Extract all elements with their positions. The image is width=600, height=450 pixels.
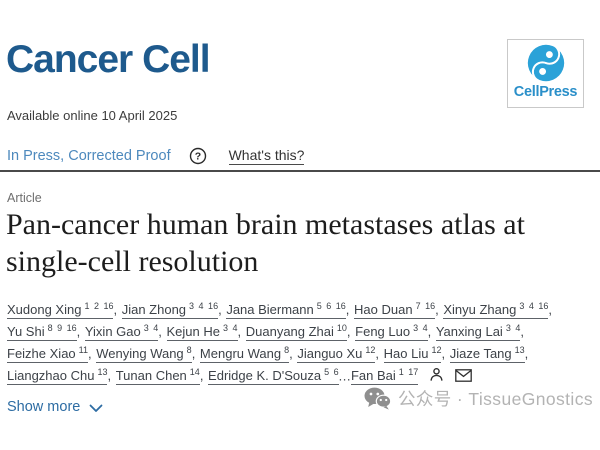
author-separator: ,: [107, 368, 115, 384]
author-link[interactable]: Jianguo Xu 12: [297, 345, 376, 364]
mail-icon[interactable]: [454, 369, 472, 383]
author-link[interactable]: Feizhe Xiao 11: [7, 345, 88, 364]
author-link[interactable]: Feng Luo 3 4: [355, 323, 428, 342]
svg-text:?: ?: [194, 151, 200, 163]
author-separator: ,: [441, 346, 449, 362]
author-separator: ,: [524, 346, 529, 362]
cellpress-swirl-icon: [525, 42, 566, 84]
divider: [0, 170, 600, 172]
author-separator: ,: [76, 324, 84, 340]
author-link[interactable]: Jiaze Tang 13: [449, 345, 525, 364]
author-separator: ,: [375, 346, 383, 362]
author-link[interactable]: Hao Duan 7 16: [354, 301, 436, 320]
whats-this-link[interactable]: What's this?: [228, 147, 305, 165]
author-link[interactable]: Duanyang Zhai 10: [245, 323, 347, 342]
author-link[interactable]: Jian Zhong 3 4 16: [121, 301, 219, 320]
author-separator: ,: [427, 324, 435, 340]
author-link[interactable]: Fan Bai 1 17: [350, 367, 419, 386]
article-title-line-2: single-cell resolution: [6, 245, 259, 278]
author-separator: ,: [345, 302, 354, 318]
author-separator: ,: [435, 302, 443, 318]
author-separator: ,: [191, 346, 199, 362]
status-bar: In Press, Corrected Proof ? What's this?: [7, 147, 305, 165]
article-title-line-1: Pan-cancer human brain metastases atlas …: [6, 208, 525, 241]
author-link[interactable]: Mengru Wang 8: [199, 345, 290, 364]
author-link[interactable]: Xinyu Zhang 3 4 16: [443, 301, 549, 320]
author-link[interactable]: Tunan Chen 14: [115, 367, 200, 386]
author-link[interactable]: Wenying Wang 8: [96, 345, 192, 364]
article-title: Pan-cancer human brain metastases atlas …: [6, 206, 525, 280]
author-line: Liangzhao Chu 13, Tunan Chen 14, Edridge K…: [7, 362, 597, 386]
author-list: Xudong Xing 1 2 16, Jian Zhong 3 4 16, Jan…: [7, 296, 597, 386]
author-separator: ,: [88, 346, 96, 362]
author-link[interactable]: Yixin Gao 3 4: [84, 323, 159, 342]
author-separator: ,: [218, 302, 226, 318]
author-line: Feizhe Xiao 11, Wenying Wang 8, Mengru Wan…: [7, 340, 597, 364]
article-type-label: Article: [7, 191, 42, 205]
author-link[interactable]: Liangzhao Chu 13: [7, 367, 108, 386]
cellpress-logo-text: CellPress: [513, 84, 578, 100]
watermark-text: 公众号 · TissueGnostics: [397, 389, 593, 409]
wechat-icon: [364, 387, 391, 410]
author-separator: ,: [289, 346, 297, 362]
person-icon[interactable]: [429, 367, 444, 382]
author-link[interactable]: Xudong Xing 1 2 16: [7, 301, 114, 320]
available-online-date: Available online 10 April 2025: [7, 108, 178, 123]
author-separator: ,: [520, 324, 524, 340]
author-separator: ,: [346, 324, 355, 340]
author-line: Xudong Xing 1 2 16, Jian Zhong 3 4 16, Jan…: [7, 296, 597, 320]
status-badge[interactable]: In Press, Corrected Proof: [7, 148, 171, 164]
author-separator: ,: [237, 324, 245, 340]
author-separator: ,: [548, 302, 552, 318]
author-link[interactable]: Yanxing Lai 3 4: [435, 323, 521, 342]
show-more-button[interactable]: Show more: [7, 399, 103, 415]
author-link[interactable]: Kejun He 3 4: [166, 323, 238, 342]
author-separator: ,: [199, 368, 208, 384]
author-link[interactable]: Yu Shi 8 9 16: [7, 323, 77, 342]
author-line: Yu Shi 8 9 16, Yixin Gao 3 4, Kejun He 3 4,…: [7, 318, 597, 342]
author-link[interactable]: Hao Liu 12: [383, 345, 442, 364]
watermark: 公众号 · TissueGnostics: [364, 386, 593, 411]
help-icon[interactable]: ?: [189, 147, 207, 165]
show-more-label: Show more: [7, 399, 81, 415]
chevron-down-icon: [89, 404, 103, 412]
author-separator: ,: [113, 302, 121, 318]
authors-ellipsis: ...: [338, 368, 351, 384]
cellpress-logo[interactable]: CellPress: [507, 39, 584, 108]
journal-title[interactable]: Cancer Cell: [6, 38, 211, 81]
author-link[interactable]: Edridge K. D'Souza 5 6: [208, 367, 339, 386]
author-separator: ,: [158, 324, 166, 340]
author-link[interactable]: Jana Biermann 5 6 16: [226, 301, 346, 320]
